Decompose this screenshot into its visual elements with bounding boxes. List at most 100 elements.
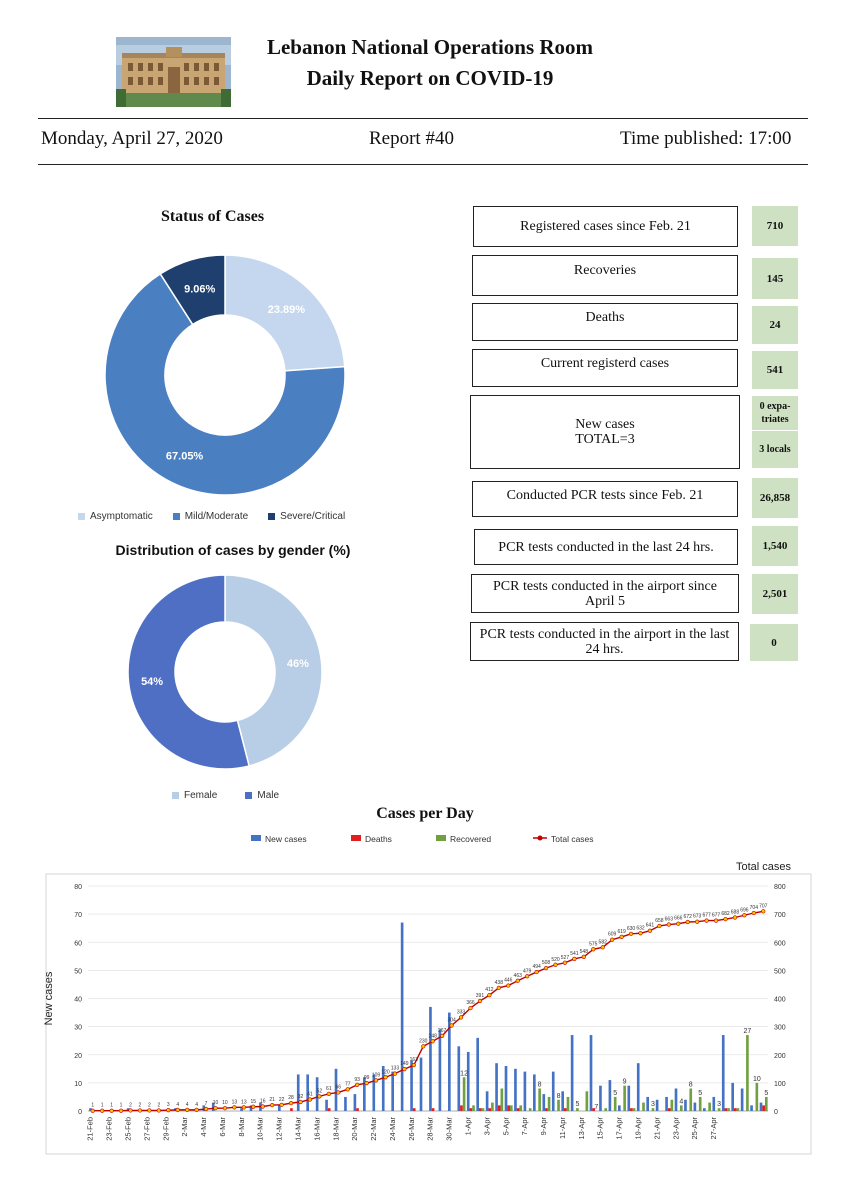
report-title: Lebanon National Operations Room <box>266 35 594 59</box>
recovered-bar <box>755 1082 759 1111</box>
deaths-bar <box>724 1108 728 1111</box>
recovered-data-label: 8 <box>689 1082 693 1089</box>
total-cases-point <box>704 918 709 923</box>
total-cases-point <box>279 1102 284 1107</box>
new-cases-bar <box>589 1035 593 1111</box>
total-cases-label: 333 <box>457 1009 466 1015</box>
recovered-bar <box>509 1105 513 1111</box>
cases-per-day-chart: New cases Deaths Recovered Total cases Total… <box>43 834 812 1155</box>
deaths-bar <box>327 1108 331 1111</box>
recovered-data-label: 5 <box>575 1101 579 1108</box>
total-cases-point <box>732 915 738 920</box>
pcr-24h-label: PCR tests conducted in the last 24 hrs. <box>474 529 738 565</box>
total-cases-point <box>742 913 747 918</box>
cases-chart-title: Cases per Day <box>376 805 474 822</box>
new-cases-bar <box>674 1088 678 1111</box>
total-cases-label: 682 <box>721 911 730 917</box>
x-tick-label: 10-Mar <box>256 1117 265 1141</box>
x-tick-label: 20-Mar <box>350 1117 359 1141</box>
x-tick-label: 25-Feb <box>124 1117 133 1141</box>
total-cases-label: 267 <box>438 1028 447 1034</box>
total-cases-label: 13 <box>241 1099 247 1105</box>
recovered-bar <box>576 1108 579 1111</box>
y2-tick-label: 600 <box>774 940 786 947</box>
recovered-bar <box>736 1108 740 1111</box>
total-cases-point <box>468 1005 473 1011</box>
total-cases-point <box>534 969 539 975</box>
new-cases-bar <box>400 922 404 1111</box>
y2-tick-label: 0 <box>774 1109 778 1116</box>
legend-swatch-severe <box>268 513 276 520</box>
total-cases-point <box>666 922 671 927</box>
status-donut-chart: 23.89% 67.05% 9.06% <box>104 254 346 496</box>
total-cases-point <box>326 1091 331 1096</box>
new-cases-bar <box>353 1094 357 1111</box>
legend-female: Female <box>184 790 218 801</box>
total-cases-point <box>402 1066 407 1072</box>
x-tick-label: 14-Mar <box>294 1117 303 1141</box>
total-cases-label: 527 <box>561 955 570 961</box>
total-cases-point <box>118 1108 124 1113</box>
total-cases-point <box>288 1101 294 1106</box>
total-cases-label: 704 <box>750 905 759 911</box>
recovered-data-label: 8 <box>538 1082 542 1089</box>
total-cases-label: 609 <box>608 932 617 938</box>
asymptomatic-slice <box>224 254 346 372</box>
report-date: Monday, April 27, 2020 <box>41 128 223 149</box>
total-cases-label: 32 <box>298 1094 304 1100</box>
new-cases-bar <box>514 1068 517 1111</box>
total-cases-point <box>90 1108 95 1113</box>
total-cases-label: 673 <box>693 914 702 920</box>
total-cases-label: 15 <box>250 1099 256 1105</box>
legend-marker-total <box>537 835 543 841</box>
x-tick-label: 18-Mar <box>331 1117 340 1141</box>
current-cases-value: 541 <box>752 351 798 389</box>
x-tick-label: 23-Apr <box>671 1117 680 1140</box>
total-cases-point <box>751 910 756 916</box>
recovered-data-label: 7 <box>594 1104 598 1111</box>
total-cases-point <box>345 1087 350 1092</box>
total-cases-label: 463 <box>514 973 523 979</box>
total-cases-line <box>92 910 764 1112</box>
total-cases-point <box>515 978 520 983</box>
legend-swatch-0 <box>251 835 261 841</box>
x-tick-label: 22-Mar <box>369 1117 378 1141</box>
total-cases-point <box>109 1108 114 1113</box>
deaths-bar <box>545 1108 548 1111</box>
new-cases-bar <box>89 1108 92 1111</box>
y-axis-title: New cases <box>43 971 55 1025</box>
report-number: Report #40 <box>369 128 454 149</box>
new-cases-bar <box>372 1074 376 1111</box>
legend-label-2: Recovered <box>450 834 491 844</box>
deaths-bar <box>762 1105 765 1111</box>
total-cases-label: 2 <box>157 1102 160 1108</box>
total-cases-label: 663 <box>665 917 674 923</box>
recovered-bar <box>613 1096 617 1111</box>
total-cases-point <box>392 1071 398 1076</box>
total-cases-point <box>628 931 634 936</box>
new-cases-bar <box>211 1102 215 1111</box>
new-cases-bar <box>363 1077 366 1111</box>
deaths-bar <box>592 1108 595 1111</box>
new-cases-bar <box>438 1029 442 1111</box>
legend-label-3: Total cases <box>551 834 594 844</box>
report-subtitle: Daily Report on COVID-19 <box>306 66 554 90</box>
y-tick-label: 40 <box>74 997 82 1004</box>
total-cases-point <box>185 1107 190 1112</box>
total-cases-label: 10 <box>213 1100 219 1106</box>
recovered-bar <box>604 1108 608 1111</box>
recovered-bar <box>632 1108 636 1111</box>
y2-tick-label: 400 <box>774 997 786 1004</box>
deaths-bar <box>479 1108 482 1111</box>
header-rule-bottom <box>38 164 808 165</box>
deaths-bar <box>507 1105 510 1111</box>
total-cases-point <box>723 917 728 922</box>
x-tick-label: 25-Apr <box>690 1117 699 1140</box>
new-cases-bar <box>325 1099 328 1111</box>
recovered-data-label: 10 <box>753 1076 761 1083</box>
total-cases-point <box>128 1108 133 1113</box>
legend-swatch-mild <box>172 513 180 520</box>
airport-24h-label: PCR tests conducted in the airport in th… <box>470 622 739 661</box>
new-cases-bar <box>240 1108 243 1111</box>
total-cases-label: 13 <box>232 1099 238 1105</box>
